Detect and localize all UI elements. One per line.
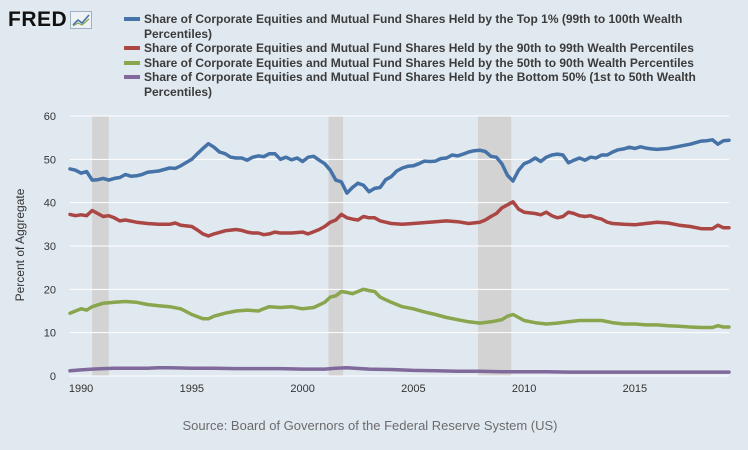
source-note: Source: Board of Governors of the Federa…	[182, 418, 558, 433]
x-tick-label: 2005	[401, 383, 425, 395]
y-tick-label: 30	[44, 241, 56, 253]
y-axis-label: Percent of Aggregate	[13, 188, 27, 301]
legend-swatch-90-99	[124, 46, 140, 50]
y-tick-label: 0	[50, 371, 56, 383]
legend-item-top1[interactable]: Share of Corporate Equities and Mutual F…	[124, 12, 724, 41]
y-tick-label: 20	[44, 284, 56, 296]
x-tick-label: 2015	[623, 383, 647, 395]
series-line-90-99	[68, 200, 731, 238]
legend-swatch-bottom50	[124, 75, 140, 79]
logo-text: FRED	[8, 8, 68, 31]
series-line-top1	[68, 138, 731, 195]
y-axis-ticks: 0 10 20 30 40 50 60	[44, 111, 56, 383]
legend-item-bottom50[interactable]: Share of Corporate Equities and Mutual F…	[124, 70, 724, 99]
legend-label-bottom50: Share of Corporate Equities and Mutual F…	[144, 70, 696, 99]
legend-label-50-90: Share of Corporate Equities and Mutual F…	[144, 55, 694, 70]
x-tick-label: 2000	[290, 383, 314, 395]
chart-line-icon	[70, 11, 93, 29]
x-tick-label: 1990	[69, 383, 93, 395]
legend-label-90-99: Share of Corporate Equities and Mutual F…	[144, 41, 694, 55]
chart-grid	[70, 115, 729, 377]
x-tick-label: 1995	[180, 383, 204, 395]
x-axis-ticks: 1990 1995 2000 2005 2010 2015	[69, 383, 647, 395]
legend-item-50-90[interactable]: Share of Corporate Equities and Mutual F…	[124, 56, 724, 71]
legend-swatch-top1	[124, 17, 140, 21]
series-line-50-90	[68, 287, 731, 330]
legend-swatch-50-90	[124, 60, 140, 65]
series-line-bottom50	[68, 366, 731, 374]
y-tick-label: 40	[44, 198, 56, 210]
chart-series	[68, 138, 731, 374]
legend-item-90-99[interactable]: Share of Corporate Equities and Mutual F…	[124, 41, 724, 56]
y-tick-label: 60	[44, 111, 56, 123]
legend-label-top1: Share of Corporate Equities and Mutual F…	[144, 12, 683, 41]
fred-logo[interactable]: FRED	[8, 8, 93, 32]
y-tick-label: 50	[44, 154, 56, 166]
y-tick-label: 10	[44, 328, 56, 340]
chart-legend: Share of Corporate Equities and Mutual F…	[124, 12, 724, 99]
x-tick-label: 2010	[512, 383, 536, 395]
